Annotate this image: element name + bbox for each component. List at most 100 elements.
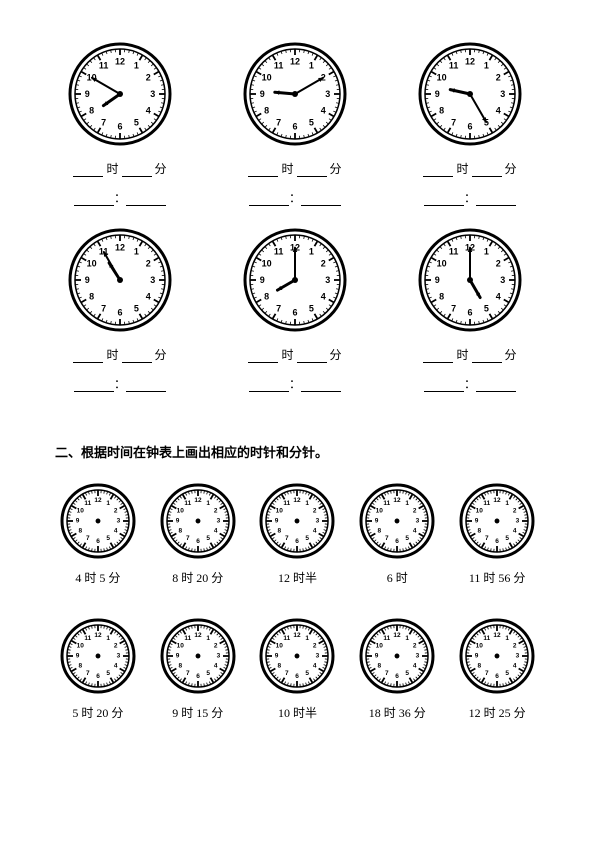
svg-text:2: 2 [413,507,417,514]
small-clock-cell: 1234567891011125 时 20 分 [55,616,141,721]
svg-text:9: 9 [375,518,379,525]
blank-hour[interactable] [73,164,103,177]
small-clock-cell: 12345678910111212 时 25 分 [454,616,540,721]
minute-label: 分 [155,348,167,362]
blank-minute[interactable] [122,164,152,177]
fill-colon-time: ： [405,375,535,392]
svg-text:4: 4 [513,663,517,670]
svg-text:4: 4 [513,528,517,535]
svg-text:10: 10 [376,642,384,649]
svg-text:5: 5 [106,535,110,542]
svg-text:10: 10 [276,642,284,649]
hour-label: 时 [281,162,293,176]
svg-text:11: 11 [449,61,459,71]
svg-text:6: 6 [292,122,297,132]
blank-time-right[interactable] [126,193,166,206]
svg-text:1: 1 [134,61,139,71]
hour-label: 时 [106,162,118,176]
svg-text:1: 1 [106,500,110,507]
blank-hour[interactable] [248,164,278,177]
blank-time-left[interactable] [424,193,464,206]
svg-text:7: 7 [485,670,489,677]
svg-text:11: 11 [184,500,191,507]
svg-text:2: 2 [321,259,326,269]
svg-text:9: 9 [85,275,90,285]
blank-hour[interactable] [423,350,453,363]
svg-text:8: 8 [378,528,382,535]
svg-text:3: 3 [500,275,505,285]
svg-text:5: 5 [206,535,210,542]
hour-label: 时 [456,162,468,176]
svg-text:1: 1 [506,500,510,507]
fill-hour-minute: 时 分 [405,160,535,177]
svg-text:3: 3 [216,653,220,660]
blank-hour[interactable] [423,164,453,177]
blank-time-left[interactable] [249,193,289,206]
minute-label: 分 [330,162,342,176]
clock-time-label: 6 时 [354,569,440,586]
svg-text:7: 7 [451,303,456,313]
blank-minute[interactable] [297,164,327,177]
svg-text:11: 11 [483,635,490,642]
colon: ： [464,377,476,391]
blank-minute[interactable] [297,350,327,363]
svg-text:5: 5 [134,303,139,313]
svg-text:2: 2 [146,259,151,269]
svg-text:9: 9 [375,653,379,660]
svg-text:6: 6 [395,538,399,545]
blank-time-right[interactable] [126,379,166,392]
small-clock-cell: 1234567891011128 时 20 分 [155,481,241,586]
blank-time-left[interactable] [424,379,464,392]
svg-text:6: 6 [296,673,300,680]
svg-text:5: 5 [406,535,410,542]
minute-label: 分 [155,162,167,176]
svg-text:5: 5 [406,670,410,677]
clock-time-label: 8 时 20 分 [155,569,241,586]
svg-text:11: 11 [284,635,291,642]
svg-text:3: 3 [117,653,121,660]
blank-time-right[interactable] [476,379,516,392]
svg-text:1: 1 [206,500,210,507]
svg-text:5: 5 [206,670,210,677]
svg-text:1: 1 [506,635,510,642]
blank-minute[interactable] [472,164,502,177]
svg-text:9: 9 [175,653,179,660]
blank-time-left[interactable] [249,379,289,392]
blank-minute[interactable] [472,350,502,363]
svg-text:7: 7 [186,670,190,677]
blank-hour[interactable] [73,350,103,363]
svg-text:8: 8 [278,528,282,535]
blank-time-right[interactable] [301,379,341,392]
blank-time-left[interactable] [74,379,114,392]
svg-text:2: 2 [496,73,501,83]
svg-text:1: 1 [484,61,489,71]
svg-text:5: 5 [484,303,489,313]
svg-text:4: 4 [313,663,317,670]
clock-cell: 123456789101112 时 分： [405,226,535,392]
blank-time-right[interactable] [476,193,516,206]
svg-text:5: 5 [309,303,314,313]
svg-text:9: 9 [85,89,90,99]
fill-colon-time: ： [230,189,360,206]
svg-text:7: 7 [186,535,190,542]
svg-text:8: 8 [178,528,182,535]
clock-cell: 123456789101112 时 分： [230,40,360,206]
svg-text:3: 3 [325,89,330,99]
svg-text:12: 12 [394,632,402,639]
svg-text:7: 7 [285,535,289,542]
colon: ： [464,191,476,205]
svg-text:12: 12 [194,497,202,504]
svg-text:7: 7 [451,117,456,127]
blank-hour[interactable] [248,350,278,363]
svg-text:7: 7 [101,117,106,127]
colon: ： [114,377,126,391]
svg-text:4: 4 [146,291,151,301]
fill-colon-time: ： [405,189,535,206]
svg-text:12: 12 [394,497,402,504]
svg-text:11: 11 [284,500,291,507]
svg-text:1: 1 [484,247,489,257]
blank-time-right[interactable] [301,193,341,206]
blank-time-left[interactable] [74,193,114,206]
svg-text:2: 2 [313,507,317,514]
blank-minute[interactable] [122,350,152,363]
